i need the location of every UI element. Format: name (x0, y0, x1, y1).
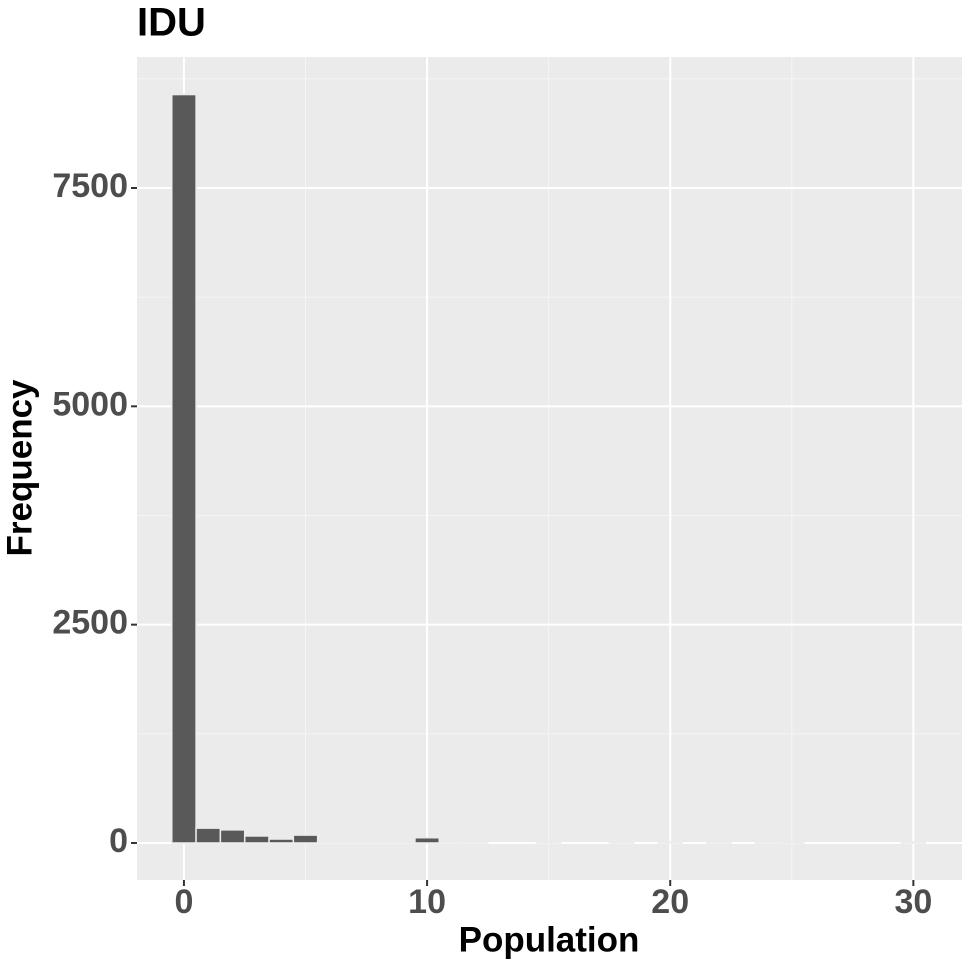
bar (243, 835, 270, 844)
chart-title: IDU (137, 1, 206, 45)
bar (195, 827, 222, 844)
bar (171, 93, 197, 844)
y-tick-label: 0 (109, 822, 128, 860)
bar (535, 841, 562, 844)
bar (219, 829, 246, 844)
y-tick-label: 7500 (52, 167, 128, 205)
y-tick-label: 5000 (52, 385, 128, 423)
x-tick-label: 20 (651, 883, 689, 921)
bar (341, 841, 368, 844)
x-tick-label: 10 (408, 883, 446, 921)
plot-panel (137, 57, 962, 880)
bar (414, 836, 440, 844)
y-tick-label: 2500 (52, 604, 128, 642)
bar (316, 841, 343, 844)
bar (657, 841, 684, 844)
y-axis-title: Frequency (0, 379, 39, 557)
bar (292, 834, 319, 844)
bar (268, 838, 295, 844)
x-tick-label: 30 (894, 883, 932, 921)
bar (900, 841, 927, 844)
x-tick-label: 0 (174, 883, 193, 921)
x-axis-title: Population (459, 920, 640, 959)
